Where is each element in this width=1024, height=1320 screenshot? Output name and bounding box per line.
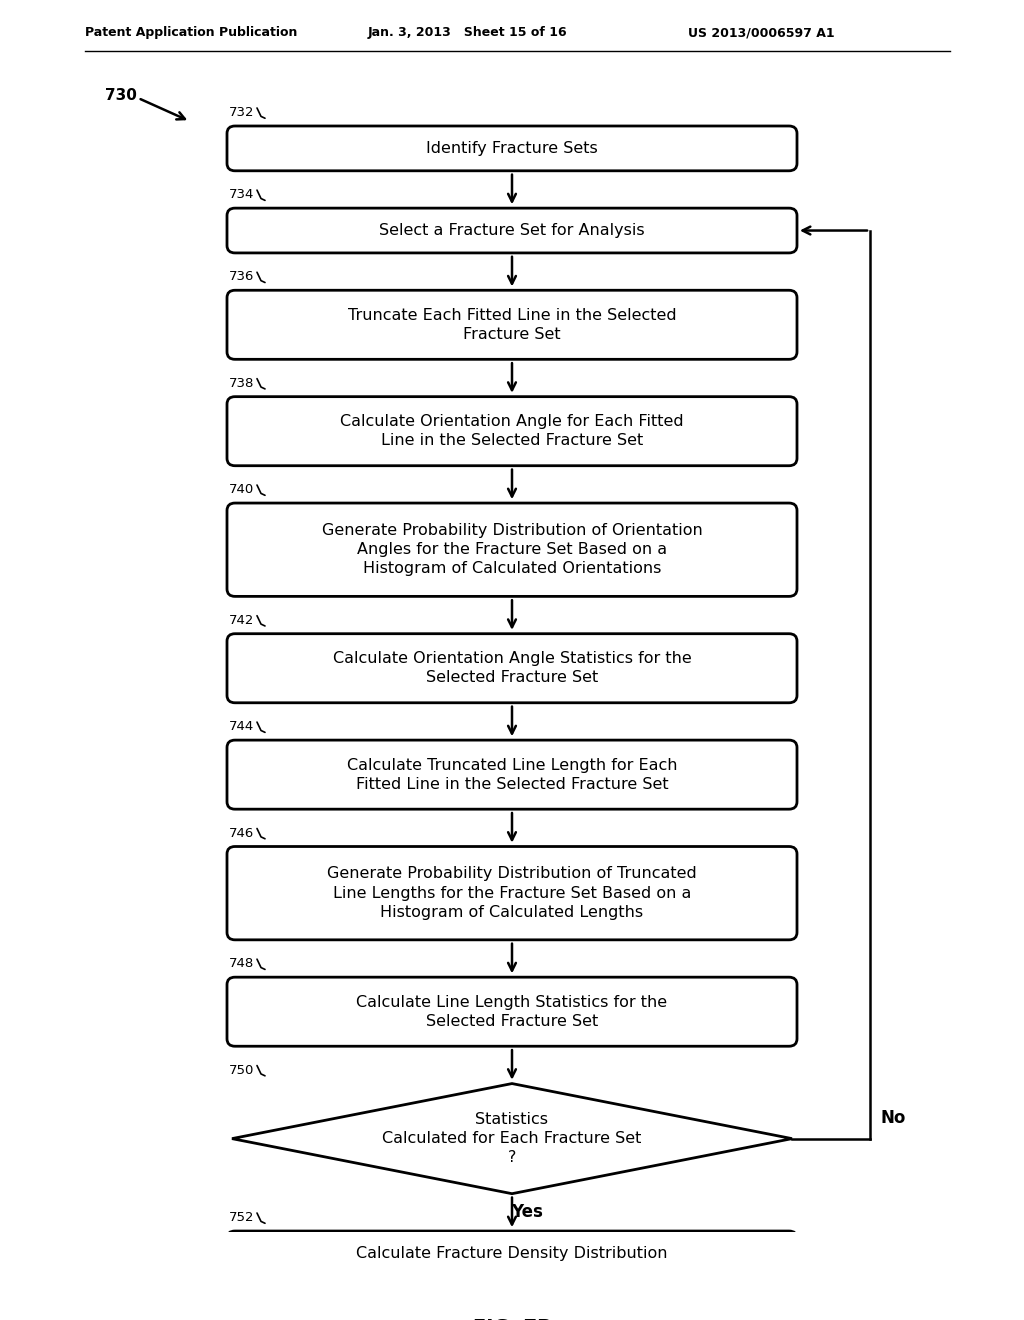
Text: FIG. 7B: FIG. 7B	[472, 1317, 552, 1320]
Text: No: No	[880, 1109, 905, 1127]
Text: Generate Probability Distribution of Truncated
Line Lengths for the Fracture Set: Generate Probability Distribution of Tru…	[327, 866, 697, 920]
FancyBboxPatch shape	[227, 846, 797, 940]
Text: 732: 732	[229, 106, 255, 119]
Text: 734: 734	[229, 189, 254, 201]
Text: 736: 736	[229, 271, 254, 284]
Text: 750: 750	[229, 1064, 254, 1077]
Text: Calculate Orientation Angle for Each Fitted
Line in the Selected Fracture Set: Calculate Orientation Angle for Each Fit…	[340, 414, 684, 449]
Text: Select a Fracture Set for Analysis: Select a Fracture Set for Analysis	[379, 223, 645, 238]
FancyBboxPatch shape	[227, 125, 797, 170]
Polygon shape	[232, 1084, 792, 1193]
Text: 730: 730	[105, 87, 137, 103]
Text: 742: 742	[229, 614, 254, 627]
Text: Jan. 3, 2013   Sheet 15 of 16: Jan. 3, 2013 Sheet 15 of 16	[368, 26, 567, 40]
FancyBboxPatch shape	[227, 503, 797, 597]
FancyBboxPatch shape	[227, 1232, 797, 1276]
FancyBboxPatch shape	[227, 634, 797, 702]
Text: Patent Application Publication: Patent Application Publication	[85, 26, 297, 40]
Text: 740: 740	[229, 483, 254, 496]
Text: Calculate Line Length Statistics for the
Selected Fracture Set: Calculate Line Length Statistics for the…	[356, 994, 668, 1028]
Text: 744: 744	[229, 721, 254, 734]
FancyBboxPatch shape	[227, 290, 797, 359]
Text: Identify Fracture Sets: Identify Fracture Sets	[426, 141, 598, 156]
Text: 752: 752	[229, 1212, 255, 1224]
Text: Generate Probability Distribution of Orientation
Angles for the Fracture Set Bas: Generate Probability Distribution of Ori…	[322, 523, 702, 577]
Text: Truncate Each Fitted Line in the Selected
Fracture Set: Truncate Each Fitted Line in the Selecte…	[348, 308, 676, 342]
FancyBboxPatch shape	[227, 741, 797, 809]
Text: 748: 748	[229, 957, 254, 970]
Text: 746: 746	[229, 826, 254, 840]
FancyBboxPatch shape	[227, 977, 797, 1047]
FancyBboxPatch shape	[227, 396, 797, 466]
Text: Statistics
Calculated for Each Fracture Set
?: Statistics Calculated for Each Fracture …	[382, 1111, 642, 1166]
FancyBboxPatch shape	[227, 209, 797, 253]
Text: Calculate Orientation Angle Statistics for the
Selected Fracture Set: Calculate Orientation Angle Statistics f…	[333, 651, 691, 685]
Text: Calculate Truncated Line Length for Each
Fitted Line in the Selected Fracture Se: Calculate Truncated Line Length for Each…	[347, 758, 677, 792]
Text: US 2013/0006597 A1: US 2013/0006597 A1	[688, 26, 835, 40]
Text: 738: 738	[229, 376, 254, 389]
Text: Yes: Yes	[511, 1204, 543, 1221]
Text: Calculate Fracture Density Distribution: Calculate Fracture Density Distribution	[356, 1246, 668, 1261]
